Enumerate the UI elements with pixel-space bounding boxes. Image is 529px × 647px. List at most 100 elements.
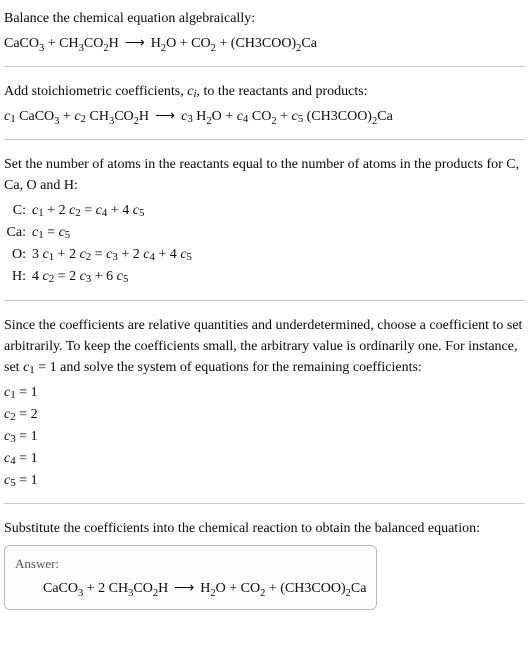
- csub: 5: [65, 229, 70, 241]
- sp: H: [139, 109, 149, 124]
- solution-list: c1 = 1c2 = 2c3 = 1c4 = 1c5 = 1: [4, 382, 525, 491]
- plus: +: [222, 109, 237, 124]
- txt: CO: [84, 36, 103, 51]
- txt: 4: [32, 269, 43, 284]
- txt: + 2: [44, 203, 69, 218]
- txt: H: [158, 581, 168, 596]
- txt: Ca: [351, 581, 367, 596]
- csub: 2: [86, 251, 91, 263]
- txt: + 2: [118, 247, 143, 262]
- element-label: C:: [4, 200, 32, 222]
- c: c: [74, 109, 80, 124]
- sp: CH: [86, 109, 109, 124]
- c: c: [291, 109, 297, 124]
- val: = 1: [16, 451, 38, 466]
- sp: O: [212, 109, 222, 124]
- element-label: O:: [4, 244, 32, 266]
- val: = 1: [16, 429, 38, 444]
- species-h2o: H2O: [200, 581, 226, 596]
- balance-equation: c1 + 2 c2 = c4 + 4 c5: [32, 200, 198, 222]
- txt: (CH3COO): [231, 36, 296, 51]
- divider: [4, 300, 525, 301]
- solution-line: c4 = 1: [4, 448, 525, 469]
- txt: H: [109, 36, 119, 51]
- txt: CaCO: [43, 581, 78, 596]
- txt: = 1 and solve the system of equations fo…: [35, 360, 422, 375]
- plus: +: [265, 581, 280, 596]
- sp: H: [193, 109, 207, 124]
- csub: 4: [243, 113, 248, 125]
- reaction-arrow: ⟶: [119, 36, 151, 51]
- val: = 1: [16, 473, 38, 488]
- intro-text-3: Set the number of atoms in the reactants…: [4, 154, 525, 196]
- c: c: [80, 247, 86, 262]
- plus: +: [277, 109, 292, 124]
- csub: 1: [10, 113, 15, 125]
- txt: CaCO: [4, 36, 39, 51]
- txt: CH: [109, 581, 128, 596]
- solution-line: c5 = 1: [4, 470, 525, 491]
- csub: 3: [112, 251, 117, 263]
- csub: 2: [81, 113, 86, 125]
- txt: 3: [32, 247, 43, 262]
- txt: , to the reactants and products:: [197, 84, 368, 99]
- plus: +: [59, 109, 74, 124]
- c: c: [43, 247, 49, 262]
- species-caco3: CaCO3: [4, 36, 44, 51]
- c: c: [180, 247, 186, 262]
- c: c: [237, 109, 243, 124]
- csub: 5: [123, 273, 128, 285]
- csub: 4: [10, 455, 15, 467]
- csub: 5: [10, 477, 15, 489]
- txt: + 2: [54, 247, 79, 262]
- csub: 2: [10, 411, 15, 423]
- txt: (CH3COO): [280, 581, 345, 596]
- species-caco3: CaCO3: [43, 581, 83, 596]
- txt: Ca: [301, 36, 317, 51]
- txt: CO: [241, 581, 260, 596]
- balance-equation: 3 c1 + 2 c2 = c3 + 2 c4 + 4 c5: [32, 244, 198, 266]
- atom-balance-table: C:c1 + 2 c2 = c4 + 4 c5Ca:c1 = c5O:3 c1 …: [4, 200, 198, 288]
- sp: CO: [114, 109, 133, 124]
- sp: CO: [248, 109, 271, 124]
- txt: Add stoichiometric coefficients,: [4, 84, 187, 99]
- sp: (CH3COO): [303, 109, 372, 124]
- txt: H: [151, 36, 161, 51]
- species-h2o: H2O: [151, 36, 177, 51]
- sp: CaCO: [16, 109, 55, 124]
- intro-text-5: Substitute the coefficients into the che…: [4, 518, 525, 539]
- csub: 4: [102, 207, 107, 219]
- plus: +: [176, 36, 191, 51]
- txt: =: [44, 225, 59, 240]
- atom-balance-row: H:4 c2 = 2 c3 + 6 c5: [4, 266, 198, 288]
- csub: 1: [38, 207, 43, 219]
- balance-equation: 4 c2 = 2 c3 + 6 c5: [32, 266, 198, 288]
- balanced-equation: CaCO3 + 2 CH3CO2H⟶H2O + CO2 + (CH3COO)2C…: [15, 578, 366, 599]
- txt: =: [81, 203, 96, 218]
- plus: +: [44, 36, 59, 51]
- reaction-arrow: ⟶: [149, 109, 181, 124]
- txt: =: [91, 247, 106, 262]
- csub: 1: [49, 251, 54, 263]
- csub: 4: [149, 251, 154, 263]
- csub: 2: [75, 207, 80, 219]
- txt: O: [216, 581, 226, 596]
- species-acetic-acid: CH3CO2H: [109, 581, 169, 596]
- coefficient-equation: c1 CaCO3 + c2 CH3CO2H⟶c3 H2O + c4 CO2 + …: [4, 106, 525, 127]
- species-co2: CO2: [241, 581, 266, 596]
- csub: 5: [139, 207, 144, 219]
- c: c: [80, 269, 86, 284]
- answer-label: Answer:: [15, 554, 366, 574]
- csub: 3: [86, 273, 91, 285]
- txt: O: [166, 36, 176, 51]
- intro-text-2: Add stoichiometric coefficients, ci, to …: [4, 81, 525, 102]
- species-ca-acetate: (CH3COO)2Ca: [280, 581, 366, 596]
- plus: +: [216, 36, 231, 51]
- txt: + 4: [155, 247, 180, 262]
- atom-balance-row: Ca:c1 = c5: [4, 222, 198, 244]
- species-co2: CO2: [191, 36, 216, 51]
- balance-equation: c1 = c5: [32, 222, 198, 244]
- reaction-arrow: ⟶: [168, 581, 200, 596]
- sp: Ca: [377, 109, 393, 124]
- csub: 3: [10, 433, 15, 445]
